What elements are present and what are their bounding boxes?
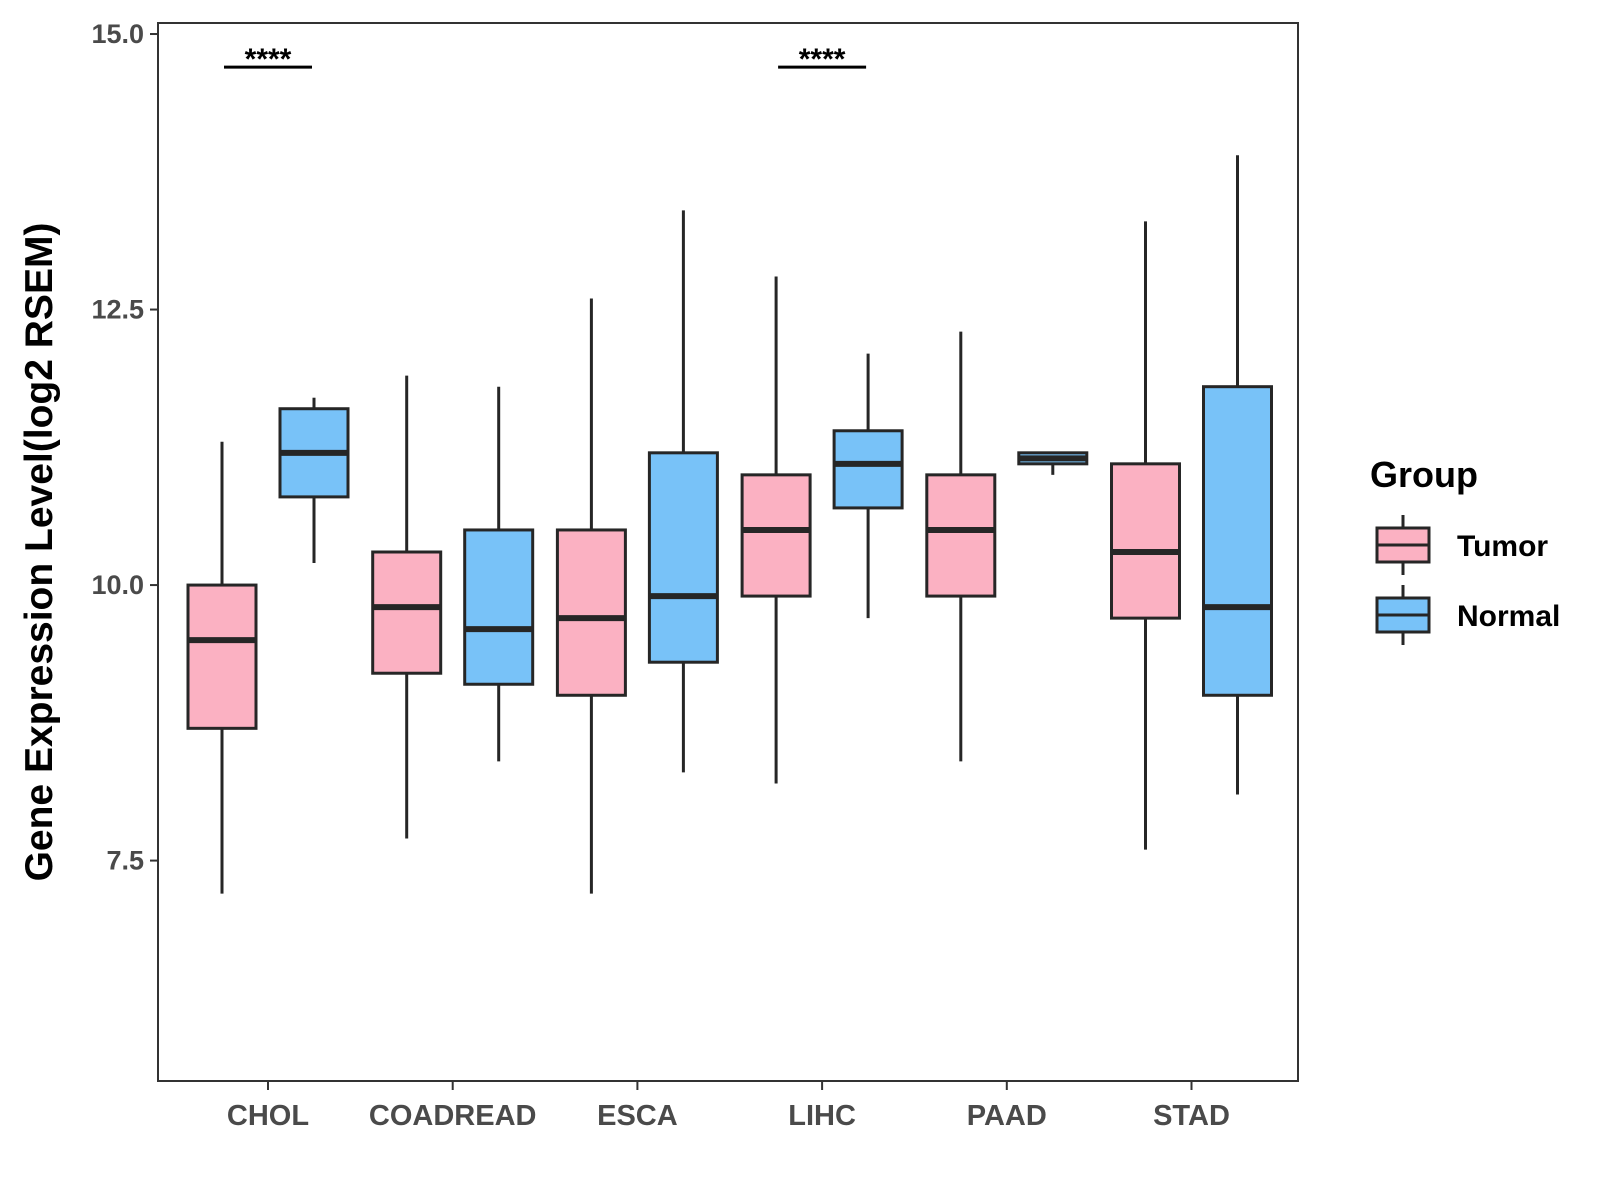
box-normal-paad	[1017, 451, 1089, 475]
box-iqr	[1110, 462, 1181, 620]
x-tick-label: PAAD	[967, 1100, 1047, 1132]
x-tick-label: STAD	[1153, 1100, 1230, 1132]
significance-label: ****	[245, 43, 292, 76]
legend: Group Tumor Normal	[1370, 454, 1560, 645]
legend-label-tumor: Tumor	[1457, 530, 1548, 563]
significance-annotations: **** ****	[224, 43, 867, 76]
box-iqr	[832, 429, 904, 510]
y-tick-label: 10.0	[91, 570, 144, 600]
y-tick-label: 7.5	[106, 846, 144, 876]
x-axis: CHOL COADREAD ESCA LIHC PAAD STAD	[227, 1081, 1230, 1132]
y-tick-label: 12.5	[91, 295, 144, 325]
legend-title: Group	[1370, 454, 1478, 495]
y-tick-label: 15.0	[91, 19, 144, 49]
box-iqr	[555, 528, 627, 697]
plot-panel	[157, 22, 1299, 1082]
x-tick-label: CHOL	[227, 1100, 309, 1132]
x-tick-label: LIHC	[788, 1100, 856, 1132]
box-tumor-lihc	[740, 276, 812, 784]
box-iqr	[371, 550, 443, 675]
box-tumor-coadread	[371, 375, 443, 839]
box-tumor-stad	[1110, 221, 1181, 850]
box-iqr	[925, 473, 997, 598]
x-tick-label: ESCA	[597, 1100, 678, 1132]
box-tumor-esca	[555, 298, 627, 894]
box-iqr	[740, 473, 812, 598]
legend-label-normal: Normal	[1457, 600, 1560, 633]
box-iqr	[186, 583, 258, 730]
box-iqr	[1202, 385, 1273, 697]
legend-key-normal	[1375, 585, 1431, 645]
box-normal-lihc	[832, 353, 904, 619]
y-axis: 7.5 10.0 12.5 15.0	[91, 19, 158, 876]
y-axis-title: Gene Expression Level(log2 RSEM)	[18, 223, 61, 882]
legend-key-tumor	[1375, 515, 1431, 575]
box-normal-stad	[1202, 155, 1273, 795]
x-tick-label: COADREAD	[369, 1100, 537, 1132]
box-normal-coadread	[463, 386, 535, 762]
box-tumor-chol	[186, 441, 258, 894]
box-tumor-paad	[925, 331, 997, 762]
box-normal-chol	[278, 397, 350, 564]
box-iqr	[463, 528, 535, 686]
boxes-layer	[186, 155, 1273, 894]
box-iqr	[647, 451, 719, 664]
box-normal-esca	[647, 210, 719, 773]
significance-label: ****	[799, 43, 846, 76]
